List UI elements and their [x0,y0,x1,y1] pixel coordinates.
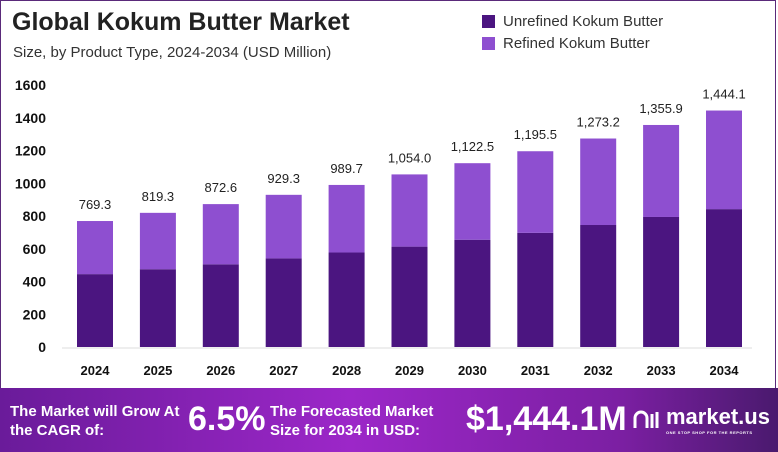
x-tick-label: 2032 [584,363,613,378]
logo-tagline: ONE STOP SHOP FOR THE REPORTS [666,430,753,435]
forecast-value: $1,444.1M [466,400,627,438]
bar-segment-refined [391,174,428,247]
y-tick-label: 800 [23,208,47,224]
bar-segment-refined [328,184,365,253]
x-tick-label: 2026 [206,363,235,378]
data-label: 819.3 [142,189,175,204]
logo-icon [633,410,659,428]
cagr-text: The Market will Grow At the CAGR of: [10,403,180,439]
bar-segment-refined [265,194,302,259]
data-label: 872.6 [205,180,238,195]
bar-segment-unrefined [706,209,742,347]
chart-subtitle: Size, by Product Type, 2024-2034 (USD Mi… [13,44,332,61]
y-tick-label: 1600 [15,77,46,93]
bar-segment-unrefined [517,232,554,347]
bar-segment-unrefined [454,239,491,347]
bar-segment-unrefined [391,246,428,347]
x-tick-label: 2030 [458,363,487,378]
data-label: 1,355.9 [639,101,682,116]
data-label: 1,054.0 [388,150,431,165]
x-tick-label: 2033 [647,363,676,378]
logo-text: market.us [666,404,770,429]
x-tick-label: 2027 [269,363,298,378]
bar-segment-refined [202,204,239,265]
legend-swatch-refined [482,36,495,50]
chart-title: Global Kokum Butter Market [12,8,350,36]
bar-segment-unrefined [265,258,302,347]
legend-item-refined: Refined Kokum Butter [482,32,663,54]
bar-segment-refined [643,124,680,217]
y-tick-label: 200 [23,306,47,322]
data-label: 929.3 [267,171,300,186]
bar-segment-refined [580,138,617,226]
bar-segment-refined [454,163,491,240]
data-label: 1,122.5 [451,139,494,154]
market-us-logo: market.us ONE STOP SHOP FOR THE REPORTS [632,404,770,435]
legend-label: Refined Kokum Butter [503,34,650,52]
x-tick-label: 2031 [521,363,550,378]
bar-segment-unrefined [139,269,176,347]
y-tick-label: 1000 [15,175,46,191]
data-label: 769.3 [79,197,112,212]
legend-swatch-unrefined [482,14,495,28]
bar-segment-unrefined [77,274,113,347]
data-label: 989.7 [330,161,363,176]
x-tick-label: 2025 [143,363,172,378]
data-label: 1,195.5 [514,127,557,142]
legend: Unrefined Kokum Butter Refined Kokum But… [482,10,663,54]
legend-label: Unrefined Kokum Butter [503,12,664,30]
y-tick-label: 1400 [15,110,46,126]
bar-segment-refined [517,151,554,233]
y-tick-label: 600 [23,241,47,257]
data-label: 1,444.1 [702,87,745,102]
y-tick-label: 400 [23,274,47,290]
bar-segment-refined [139,212,176,270]
bar-segment-refined [706,110,742,210]
data-label: 1,273.2 [577,115,620,130]
bar-segment-refined [77,221,113,275]
y-tick-label: 1200 [15,143,46,159]
x-tick-label: 2024 [81,363,111,378]
cagr-value: 6.5% [188,400,266,438]
y-tick-label: 0 [38,339,46,355]
x-tick-label: 2028 [332,363,361,378]
x-tick-label: 2034 [710,363,740,378]
forecast-text: The Forecasted Market Size for 2034 in U… [270,403,434,439]
bar-segment-unrefined [328,252,365,347]
bar-segment-unrefined [202,264,239,347]
footer-banner: The Market will Grow At the CAGR of: 6.5… [0,388,778,452]
x-tick-label: 2029 [395,363,424,378]
chart-frame [0,0,776,388]
bar-segment-unrefined [643,216,680,347]
chart-plot: 0 200 400 600 800 1000 1200 1400 1600 769.3 2024 81… [15,77,752,378]
legend-item-unrefined: Unrefined Kokum Butter [482,10,663,32]
bar-segment-unrefined [580,225,617,347]
